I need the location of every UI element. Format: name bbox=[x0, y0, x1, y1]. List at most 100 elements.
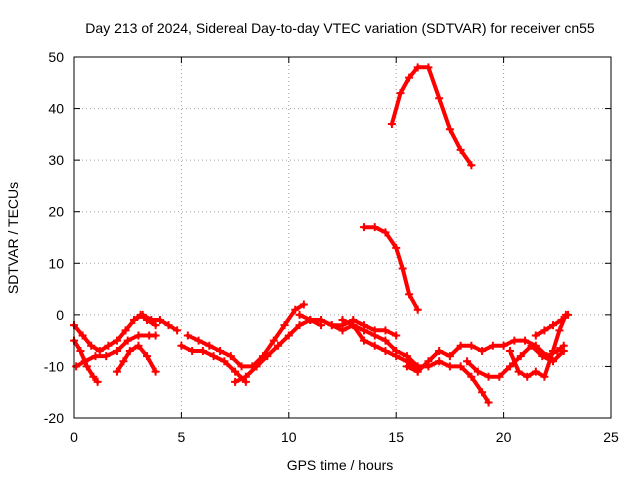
data-point-marker bbox=[89, 372, 98, 381]
data-point-marker bbox=[226, 352, 235, 361]
data-point-marker bbox=[87, 341, 96, 350]
data-point-marker bbox=[231, 377, 240, 386]
data-point-marker bbox=[424, 63, 433, 72]
data-point-marker bbox=[151, 331, 160, 340]
data-point-marker bbox=[467, 161, 476, 170]
x-tick-label: 10 bbox=[281, 429, 297, 445]
x-axis-label: GPS time / hours bbox=[287, 457, 394, 473]
data-point-marker bbox=[473, 367, 482, 376]
data-point-marker bbox=[295, 310, 304, 319]
data-point-marker bbox=[540, 372, 549, 381]
data-point-marker bbox=[499, 341, 508, 350]
data-point-marker bbox=[349, 321, 358, 330]
data-point-marker bbox=[359, 326, 368, 335]
y-tick-label: 40 bbox=[48, 101, 64, 117]
data-point-marker bbox=[506, 362, 515, 371]
data-point-marker bbox=[557, 316, 566, 325]
data-point-marker bbox=[284, 331, 293, 340]
x-tick-label: 20 bbox=[496, 429, 512, 445]
data-point-marker bbox=[392, 331, 401, 340]
data-point-marker bbox=[402, 352, 411, 361]
data-point-marker bbox=[95, 346, 104, 355]
data-point-marker bbox=[396, 89, 405, 98]
y-tick-label: 10 bbox=[48, 255, 64, 271]
data-point-marker bbox=[370, 341, 379, 350]
data-point-marker bbox=[121, 326, 130, 335]
y-axis-label: SDTVAR / TECUs bbox=[5, 182, 21, 294]
series-layer bbox=[70, 63, 573, 407]
data-point-marker bbox=[445, 362, 454, 371]
data-point-marker bbox=[338, 326, 347, 335]
data-point-marker bbox=[359, 223, 368, 232]
data-point-marker bbox=[405, 290, 414, 299]
data-point-marker bbox=[155, 316, 164, 325]
data-point-marker bbox=[188, 346, 197, 355]
data-point-marker bbox=[198, 346, 207, 355]
y-tick-label: 0 bbox=[56, 307, 64, 323]
data-point-marker bbox=[231, 367, 240, 376]
data-point-marker bbox=[527, 341, 536, 350]
data-point-marker bbox=[549, 321, 558, 330]
data-point-marker bbox=[134, 341, 143, 350]
data-point-marker bbox=[564, 310, 573, 319]
data-point-marker bbox=[177, 341, 186, 350]
data-point-marker bbox=[295, 321, 304, 330]
data-point-marker bbox=[112, 367, 121, 376]
data-point-marker bbox=[488, 341, 497, 350]
data-point-marker bbox=[143, 352, 152, 361]
x-tick-label: 25 bbox=[603, 429, 619, 445]
data-point-marker bbox=[291, 305, 300, 314]
data-point-marker bbox=[510, 336, 519, 345]
data-point-marker bbox=[183, 331, 192, 340]
data-point-marker bbox=[381, 346, 390, 355]
data-point-marker bbox=[104, 341, 113, 350]
data-point-marker bbox=[392, 243, 401, 252]
data-point-marker bbox=[523, 372, 532, 381]
data-point-marker bbox=[80, 357, 89, 366]
data-point-marker bbox=[538, 352, 547, 361]
data-point-marker bbox=[306, 316, 315, 325]
data-point-marker bbox=[263, 352, 272, 361]
data-point-marker bbox=[467, 341, 476, 350]
data-point-marker bbox=[516, 352, 525, 361]
data-point-marker bbox=[445, 352, 454, 361]
data-point-marker bbox=[435, 346, 444, 355]
data-point-marker bbox=[130, 316, 139, 325]
data-point-marker bbox=[402, 362, 411, 371]
data-point-marker bbox=[549, 346, 558, 355]
data-point-marker bbox=[540, 326, 549, 335]
data-point-marker bbox=[370, 223, 379, 232]
data-point-marker bbox=[209, 352, 218, 361]
data-point-marker bbox=[119, 357, 128, 366]
data-point-marker bbox=[338, 316, 347, 325]
data-point-marker bbox=[280, 321, 289, 330]
data-point-marker bbox=[269, 336, 278, 345]
x-tick-label: 0 bbox=[70, 429, 78, 445]
data-point-marker bbox=[82, 362, 91, 371]
y-tick-label: -10 bbox=[44, 358, 64, 374]
data-point-marker bbox=[237, 362, 246, 371]
data-point-marker bbox=[91, 352, 100, 361]
y-tick-label: 20 bbox=[48, 204, 64, 220]
data-point-marker bbox=[478, 346, 487, 355]
data-point-marker bbox=[125, 346, 134, 355]
data-point-marker bbox=[456, 341, 465, 350]
series-arc-14 bbox=[404, 338, 566, 374]
data-point-marker bbox=[173, 326, 182, 335]
data-point-marker bbox=[72, 362, 81, 371]
data-point-marker bbox=[555, 326, 564, 335]
data-point-marker bbox=[78, 331, 87, 340]
data-point-marker bbox=[327, 321, 336, 330]
data-point-marker bbox=[392, 346, 401, 355]
data-point-marker bbox=[205, 341, 214, 350]
data-point-marker bbox=[381, 336, 390, 345]
data-point-marker bbox=[220, 357, 229, 366]
data-point-marker bbox=[123, 336, 132, 345]
chart-title: Day 213 of 2024, Sidereal Day-to-day VTE… bbox=[85, 20, 595, 36]
data-point-marker bbox=[463, 357, 472, 366]
data-point-marker bbox=[495, 372, 504, 381]
data-point-marker bbox=[484, 372, 493, 381]
data-point-marker bbox=[531, 331, 540, 340]
x-tick-label: 5 bbox=[178, 429, 186, 445]
